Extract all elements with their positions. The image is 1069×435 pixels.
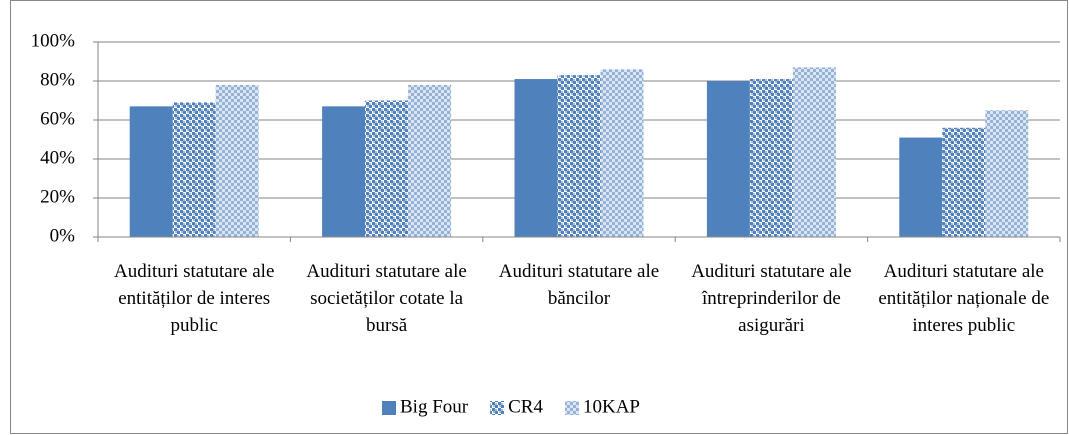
bar [172,102,216,237]
x-tick-label: Audituri statutare ale băncilor [498,261,660,309]
legend-swatch [564,401,579,415]
legend-swatch [490,401,505,415]
bar [514,79,558,237]
x-tick-label: Audituri statutare ale societăților cota… [306,261,467,336]
bar [942,127,986,237]
bar [129,106,173,237]
bar [215,84,259,238]
legend-swatch [382,401,396,415]
bar [557,75,601,238]
bar [749,79,793,237]
bar [985,110,1029,237]
y-tick-label: 20% [40,186,75,207]
legend-label: CR4 [508,396,543,417]
y-tick-label: 40% [40,147,75,168]
legend-label: 10KAP [583,396,640,417]
y-tick-label: 80% [40,69,75,90]
bar [322,106,366,237]
legend-label: Big Four [400,396,469,417]
bar [899,137,943,237]
bar [600,69,644,237]
bar [706,81,750,237]
bar [365,100,409,237]
y-tick-label: 60% [40,108,75,129]
x-tick-label: Audituri statutare ale entităților națio… [878,261,1050,336]
x-tick-label: Audituri statutare ale entităților de in… [113,261,275,336]
x-tick-label: Audituri statutare ale întreprinderilor … [691,261,852,336]
y-tick-label: 100% [31,30,76,51]
bar [792,67,836,237]
bar [408,84,452,238]
y-tick-label: 0% [50,225,76,246]
